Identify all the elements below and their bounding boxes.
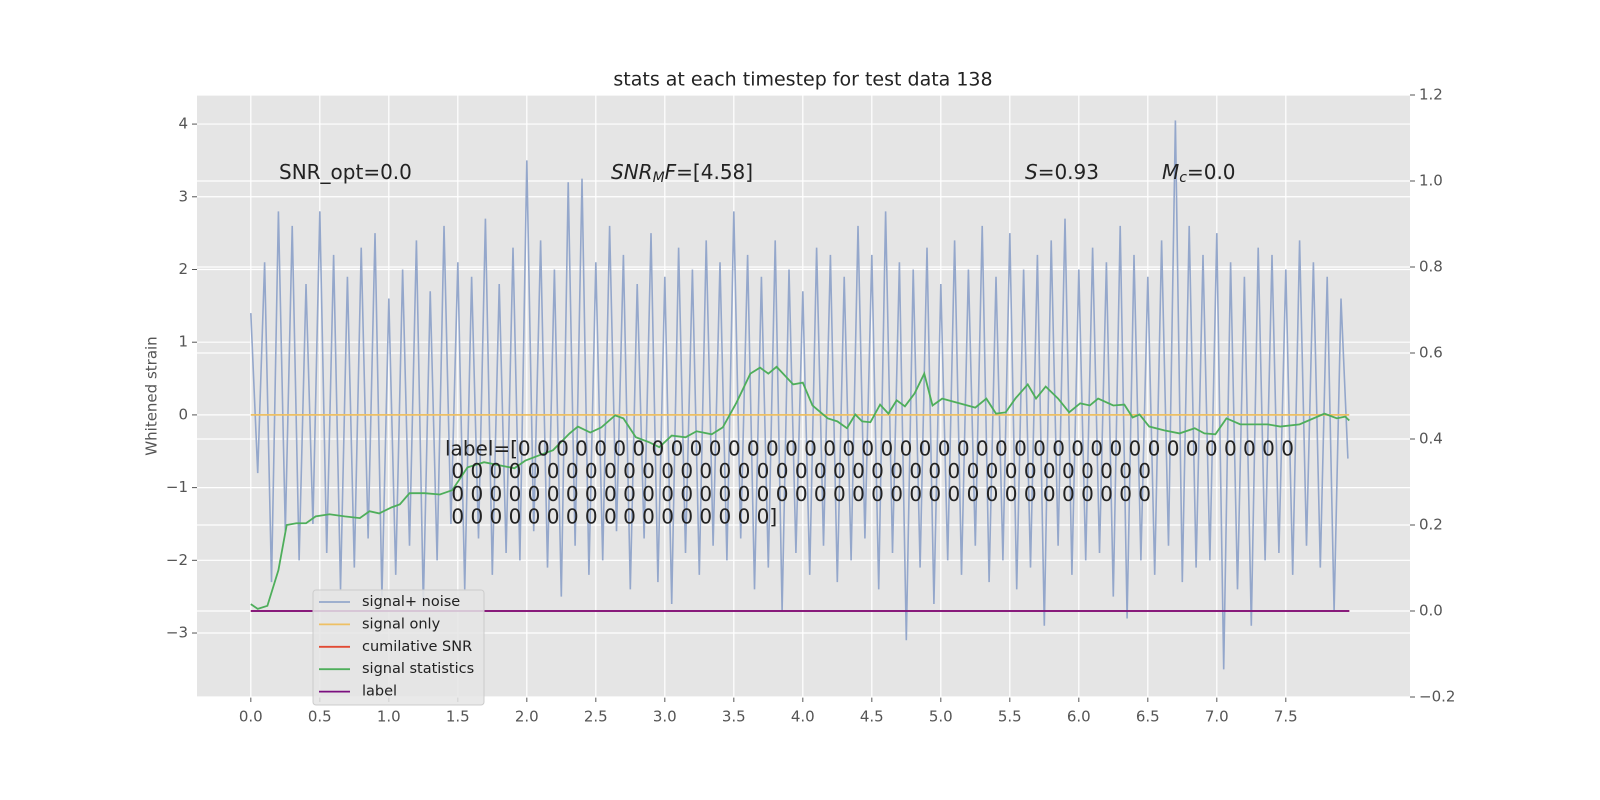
x-tick-label: 4.5 — [860, 708, 884, 726]
x-tick-label: 7.5 — [1274, 708, 1298, 726]
chart-title: stats at each timestep for test data 138 — [613, 69, 992, 91]
legend-box — [312, 589, 485, 706]
annotation: S=0.93 — [1025, 160, 1099, 184]
y-tick-label: 4 — [178, 115, 188, 133]
y-tick-label: 2 — [178, 260, 188, 278]
y-tick-label: −2 — [166, 551, 188, 569]
annotation-part: SNR_opt=0.0 — [279, 160, 412, 184]
annotation-part: =[4.58] — [676, 160, 753, 184]
overlay: SNR_opt=0.0 SNRMF=[4.58] S=0.93 Mc=0.0label… — [279, 160, 1294, 706]
annotation: SNR_opt=0.0 — [279, 160, 412, 184]
x-tick-label: 7.0 — [1205, 708, 1229, 726]
x-tick-label: 6.0 — [1067, 708, 1091, 726]
legend-label: label — [362, 684, 397, 700]
series-line — [250, 365, 1350, 610]
x-tick-label: 6.5 — [1136, 708, 1160, 726]
series-line — [250, 120, 1349, 670]
x-tick-label: 3.5 — [722, 708, 746, 726]
legend-label: signal only — [362, 616, 441, 632]
y2-tick-label: 0.2 — [1419, 516, 1443, 534]
y2-tick-label: 1.2 — [1419, 86, 1443, 104]
y-tick-label: −1 — [166, 478, 188, 496]
y2-tick-label: 0.4 — [1419, 430, 1443, 448]
x-tick-label: 0.0 — [239, 708, 263, 726]
annotation-part: SNR — [611, 160, 653, 184]
label-text: 0 0 0 0 0 0 0 0 0 0 0 0 0 0 0 0 0] — [445, 505, 777, 529]
legend-label: signal statistics — [362, 661, 474, 677]
y-tick-label: −3 — [166, 624, 188, 642]
annotation-part: F — [665, 160, 677, 184]
annotation: SNRMF=[4.58] — [611, 160, 753, 187]
annotation-part: =0.0 — [1187, 160, 1236, 184]
y2-tick-label: 0.6 — [1419, 344, 1443, 362]
y-axis-label: Whitened strain — [143, 336, 161, 455]
y2-tick-label: 0.0 — [1419, 602, 1443, 620]
label-text: label=[0 0 0 0 0 0 0 0 0 0 0 0 0 0 0 0 0… — [445, 437, 1294, 461]
y-tick-label: 3 — [178, 187, 188, 205]
label-text: 0 0 0 0 0 0 0 0 0 0 0 0 0 0 0 0 0 0 0 0 … — [445, 459, 1151, 483]
y2-tick-label: 1.0 — [1419, 172, 1443, 190]
y-tick-label: 0 — [178, 405, 188, 423]
y2-tick-label: 0.8 — [1419, 258, 1443, 276]
legend-label: signal+ noise — [362, 594, 460, 610]
annotation-part: S — [1025, 160, 1038, 184]
legend-label: cumilative SNR — [362, 639, 472, 655]
x-tick-label: 3.0 — [653, 708, 677, 726]
x-tick-label: 2.0 — [515, 708, 539, 726]
x-tick-label: 5.5 — [998, 708, 1022, 726]
label-text: 0 0 0 0 0 0 0 0 0 0 0 0 0 0 0 0 0 0 0 0 … — [445, 482, 1151, 506]
x-tick-label: 5.0 — [929, 708, 953, 726]
annotation: Mc=0.0 — [1162, 160, 1236, 187]
x-tick-label: 1.0 — [377, 708, 401, 726]
x-tick-label: 0.5 — [308, 708, 332, 726]
y2-tick-label: −0.2 — [1419, 688, 1455, 706]
x-tick-label: 4.0 — [791, 708, 815, 726]
y-tick-label: 1 — [178, 333, 188, 351]
x-tick-label: 2.5 — [584, 708, 608, 726]
annotation-part: M — [1162, 160, 1179, 184]
annotation-part: M — [653, 170, 665, 186]
x-tick-label: 1.5 — [446, 708, 470, 726]
annotation-part: c — [1179, 170, 1187, 186]
annotation-part: =0.93 — [1038, 160, 1099, 184]
